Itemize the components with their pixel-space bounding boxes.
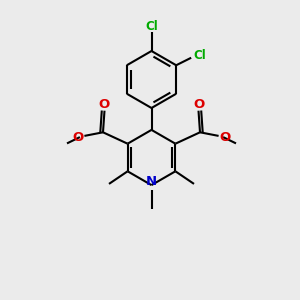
- Text: O: O: [220, 130, 231, 144]
- Text: Cl: Cl: [193, 49, 206, 62]
- Text: O: O: [72, 130, 83, 144]
- Text: N: N: [146, 175, 157, 188]
- Text: O: O: [99, 98, 110, 111]
- Text: O: O: [193, 98, 204, 111]
- Text: Cl: Cl: [145, 20, 158, 33]
